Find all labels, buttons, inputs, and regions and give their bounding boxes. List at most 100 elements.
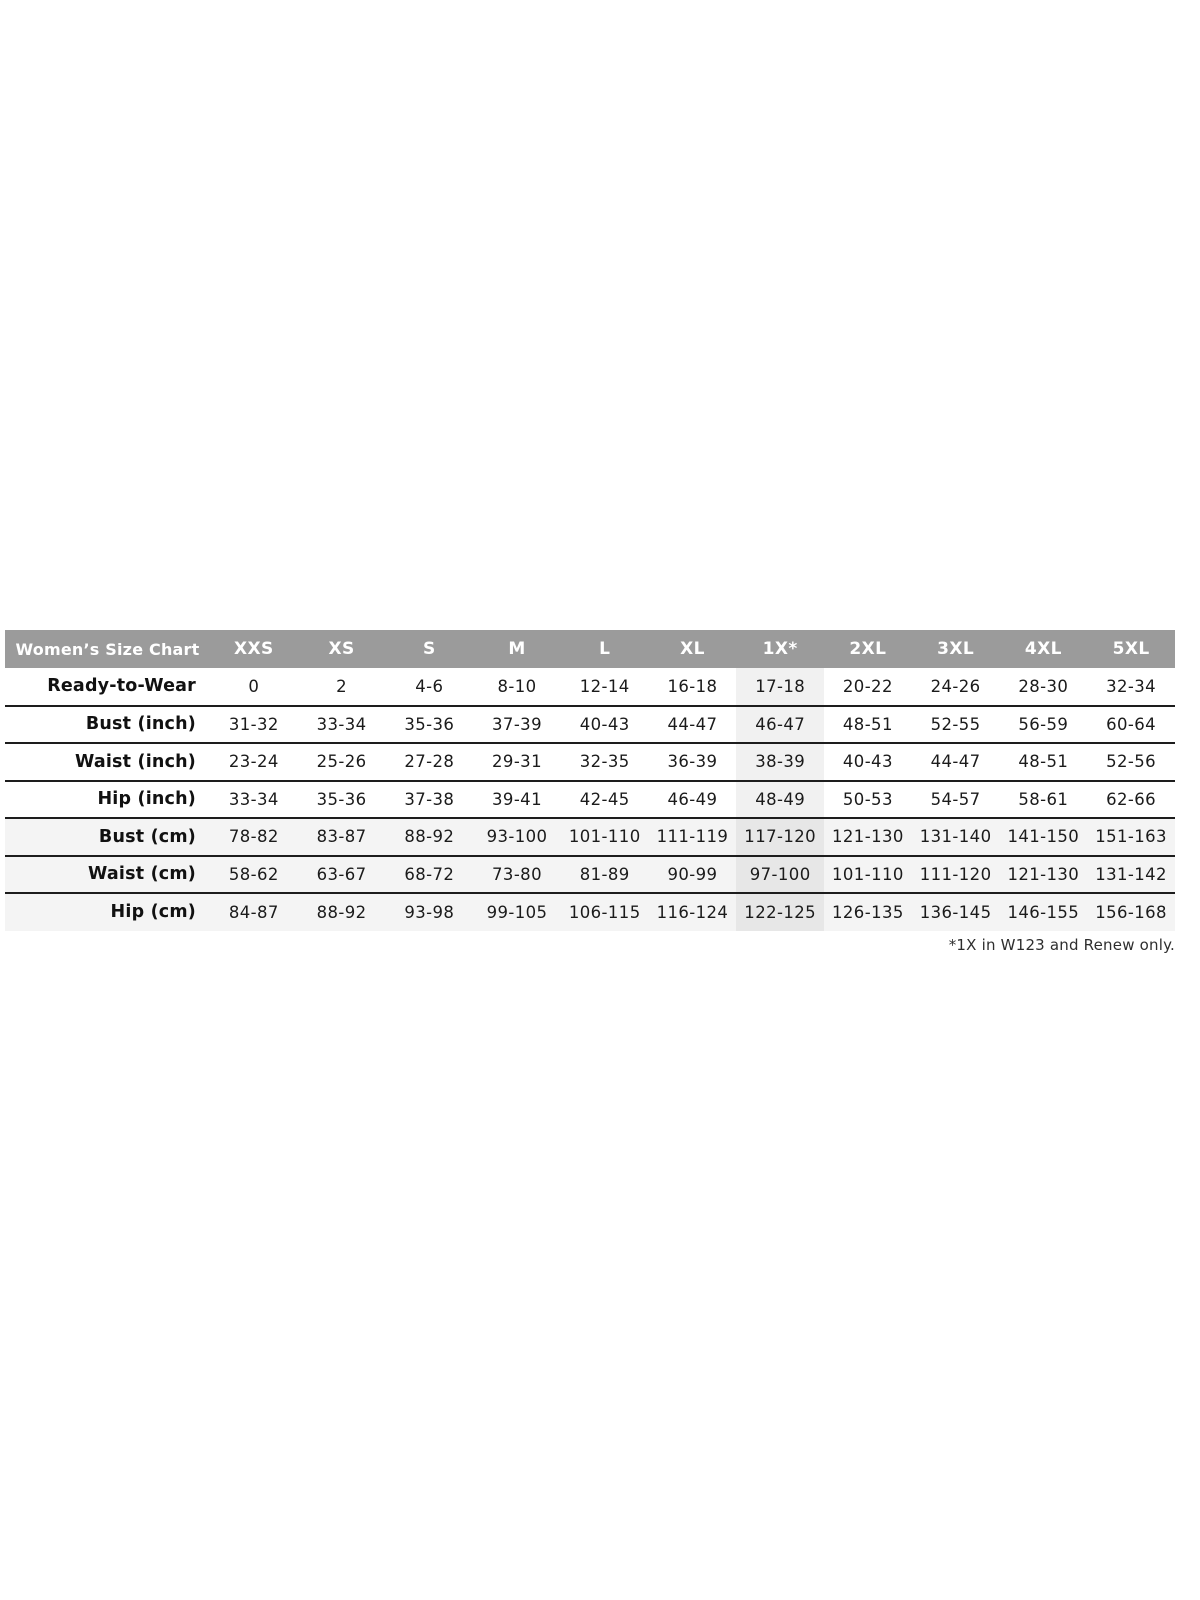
size-cell: 32-35	[579, 752, 630, 772]
size-cell: 121-130	[1007, 864, 1080, 884]
col-header-3xl: 3XL	[911, 630, 1000, 668]
size-cell: 48-51	[1018, 752, 1069, 772]
size-cell: 81-89	[579, 864, 630, 884]
col-header-2xl: 2XL	[824, 630, 912, 668]
size-cell: 101-110	[832, 864, 904, 884]
size-cell: 78-82	[228, 827, 279, 847]
size-cell: 131-140	[919, 827, 992, 847]
size-cell: 60-64	[1106, 714, 1157, 734]
col-header-xs: XS	[297, 630, 386, 668]
size-cell: 35-36	[404, 714, 455, 734]
row-label: Waist (cm)	[88, 864, 196, 885]
size-cell: 52-55	[930, 714, 981, 734]
size-cell: 121-130	[832, 827, 904, 847]
size-cell: 25-26	[316, 752, 367, 772]
col-header-4xl: 4XL	[999, 630, 1088, 668]
col-header-l: L	[560, 630, 649, 668]
size-cell: 131-142	[1095, 864, 1167, 884]
size-cell: 56-59	[1018, 714, 1069, 734]
size-cell: 48-51	[842, 714, 893, 734]
size-cell: 44-47	[930, 752, 981, 772]
size-cell-highlighted: 38-39	[736, 743, 825, 781]
footnote-1x-availability: *1X in W123 and Renew only.	[948, 936, 1175, 954]
size-cell: 84-87	[228, 902, 279, 922]
size-cell: 40-43	[579, 714, 630, 734]
size-cell: 50-53	[842, 789, 893, 809]
header-row: Women’s Size Chart XXS XS S M L XL 1X* 2…	[5, 630, 1175, 668]
table-title: Women’s Size Chart	[5, 630, 210, 668]
size-cell: 88-92	[316, 902, 367, 922]
size-cell: 58-61	[1018, 789, 1069, 809]
size-cell: 44-47	[667, 714, 718, 734]
size-cell: 27-28	[404, 752, 455, 772]
row-label: Hip (inch)	[97, 789, 196, 810]
size-cell: 12-14	[579, 676, 630, 696]
size-cell: 29-31	[492, 752, 542, 772]
row-label: Waist (inch)	[74, 751, 196, 772]
size-cell: 33-34	[316, 714, 367, 734]
size-cell-highlighted: 122-125	[736, 893, 825, 931]
size-cell-highlighted: 46-47	[736, 705, 825, 743]
size-cell: 93-100	[486, 827, 548, 847]
size-cell: 90-99	[667, 864, 718, 884]
size-cell: 42-45	[579, 789, 630, 809]
size-cell: 58-62	[228, 864, 279, 884]
size-cell: 33-34	[228, 789, 279, 809]
row-label: Bust (inch)	[85, 714, 196, 735]
size-cell: 99-105	[486, 902, 548, 922]
size-cell: 141-150	[1007, 827, 1080, 847]
size-cell: 37-39	[492, 714, 542, 734]
table-row-bust-cm: Bust (cm) 78-82 83-87 88-92 93-100 101-1…	[5, 818, 1175, 856]
size-cell: 31-32	[228, 714, 279, 734]
size-cell: 111-120	[919, 864, 992, 884]
table-row-waist-inch: Waist (inch) 23-24 25-26 27-28 29-31 32-…	[5, 743, 1175, 781]
size-cell-highlighted: 17-18	[736, 668, 825, 706]
col-header-m: M	[473, 630, 561, 668]
size-cell: 52-56	[1106, 752, 1157, 772]
size-cell: 83-87	[316, 827, 367, 847]
size-cell: 101-110	[568, 827, 641, 847]
row-label: Bust (cm)	[98, 826, 196, 847]
col-header-xl: XL	[648, 630, 737, 668]
col-header-5xl: 5XL	[1087, 630, 1175, 668]
col-header-s: S	[385, 630, 474, 668]
size-cell: 126-135	[832, 902, 904, 922]
row-label: Hip (cm)	[110, 902, 196, 923]
size-cell: 106-115	[568, 902, 641, 922]
size-cell: 0	[248, 676, 260, 696]
table-row-hip-cm: Hip (cm) 84-87 88-92 93-98 99-105 106-11…	[5, 893, 1175, 931]
size-cell: 62-66	[1106, 789, 1157, 809]
size-cell: 116-124	[656, 902, 729, 922]
size-cell: 4-6	[415, 676, 444, 696]
size-cell: 35-36	[316, 789, 367, 809]
size-cell-highlighted: 97-100	[736, 855, 825, 893]
table-row-waist-cm: Waist (cm) 58-62 63-67 68-72 73-80 81-89…	[5, 855, 1175, 893]
size-cell: 32-34	[1106, 676, 1157, 696]
size-cell: 151-163	[1095, 827, 1167, 847]
size-cell: 23-24	[228, 752, 279, 772]
size-cell: 111-119	[656, 827, 729, 847]
size-cell: 156-168	[1095, 902, 1167, 922]
table-row-bust-inch: Bust (inch) 31-32 33-34 35-36 37-39 40-4…	[5, 705, 1175, 743]
size-cell-highlighted: 48-49	[736, 780, 825, 818]
size-cell-highlighted: 117-120	[736, 818, 825, 856]
womens-size-chart-table: Women’s Size Chart XXS XS S M L XL 1X* 2…	[5, 630, 1175, 931]
table-row-hip-inch: Hip (inch) 33-34 35-36 37-38 39-41 42-45…	[5, 780, 1175, 818]
row-label: Ready-to-Wear	[47, 676, 196, 697]
col-header-xxs: XXS	[210, 630, 298, 668]
size-cell: 16-18	[667, 676, 718, 696]
size-cell: 73-80	[492, 864, 542, 884]
size-cell: 36-39	[667, 752, 718, 772]
size-cell: 93-98	[404, 902, 455, 922]
col-header-1x: 1X*	[736, 630, 825, 668]
size-cell: 39-41	[492, 789, 542, 809]
size-cell: 2	[336, 676, 348, 696]
size-cell: 88-92	[404, 827, 455, 847]
size-cell: 68-72	[404, 864, 455, 884]
table-row-ready-to-wear: Ready-to-Wear 0 2 4-6 8-10 12-14 16-18 1…	[5, 668, 1175, 706]
size-cell: 136-145	[919, 902, 992, 922]
size-cell: 146-155	[1007, 902, 1080, 922]
size-cell: 63-67	[316, 864, 367, 884]
size-cell: 46-49	[667, 789, 718, 809]
